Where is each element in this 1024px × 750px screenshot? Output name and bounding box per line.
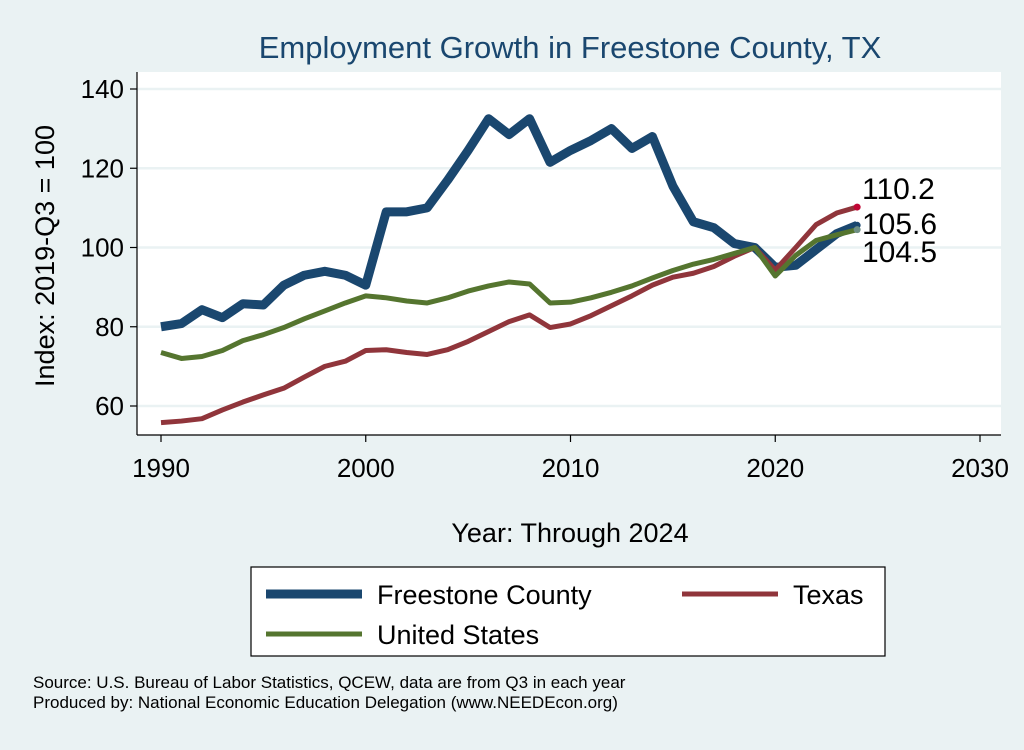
y-axis-label: Index: 2019-Q3 = 100 xyxy=(30,125,60,387)
source-note: Source: U.S. Bureau of Labor Statistics,… xyxy=(33,673,626,692)
series-end-point xyxy=(853,203,861,211)
x-tick-label: 1990 xyxy=(132,453,190,483)
series-line-united-states xyxy=(160,227,858,361)
x-tick-label: 2020 xyxy=(746,453,804,483)
x-tick-label: 2010 xyxy=(542,453,600,483)
plot-area xyxy=(137,72,1001,435)
legend-label: United States xyxy=(377,620,539,650)
end-value-label: 104.5 xyxy=(862,236,937,269)
legend-label: Freestone County xyxy=(377,580,592,610)
series-end-point xyxy=(853,226,861,234)
y-tick-label: 140 xyxy=(81,74,124,104)
series-line-freestone-county xyxy=(160,114,859,332)
x-axis-label: Year: Through 2024 xyxy=(451,518,688,548)
x-tick-label: 2000 xyxy=(337,453,395,483)
legend-box xyxy=(250,566,886,657)
producer-note: Produced by: National Economic Education… xyxy=(33,693,618,712)
y-tick-label: 120 xyxy=(81,153,124,183)
legend-label: Texas xyxy=(793,580,864,610)
y-tick-label: 60 xyxy=(95,391,124,421)
y-tick-label: 80 xyxy=(95,312,124,342)
chart-title: Employment Growth in Freestone County, T… xyxy=(259,30,882,65)
end-value-label: 110.2 xyxy=(862,173,935,206)
x-tick-label: 2030 xyxy=(951,453,1009,483)
end-value-label: 105.6 xyxy=(862,208,937,241)
y-tick-label: 100 xyxy=(81,233,124,263)
